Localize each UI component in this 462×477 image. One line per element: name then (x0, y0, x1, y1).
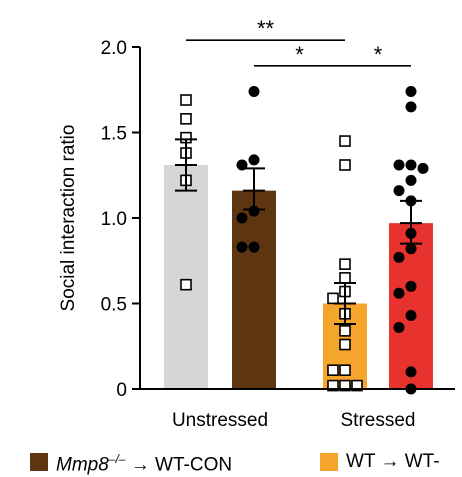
legend-swatch-wt (320, 453, 338, 471)
data-point (393, 251, 405, 263)
data-point (339, 338, 351, 351)
y-tick-label: 0 (116, 380, 127, 401)
legend-rest-mmp8: → WT-CON (125, 454, 233, 475)
data-point (236, 212, 248, 224)
data-point (393, 321, 405, 333)
data-point (393, 185, 405, 197)
y-axis-title: Social interaction ratio (58, 125, 79, 312)
data-point (180, 94, 192, 106)
bar (164, 164, 208, 389)
legend-gene-superscript: –/– (108, 451, 126, 466)
y-tick-label: 0.5 (101, 295, 127, 316)
legend-gene-name: Mmp8 (56, 454, 109, 475)
data-point (180, 278, 192, 291)
data-point (248, 85, 260, 97)
data-point (248, 154, 260, 166)
legend-item-mmp8: Mmp8–/– → WT-CON (30, 449, 232, 475)
data-point (248, 241, 260, 253)
significance-label: ** (257, 16, 275, 41)
data-point (339, 379, 351, 392)
data-point (339, 272, 351, 284)
legend-swatch-mmp8 (30, 453, 48, 471)
y-axis-ticks: 0 0.5 1.0 1.5 2.0 (101, 38, 140, 401)
legend-label-wt: WT → WT- (346, 451, 440, 472)
data-point (236, 241, 248, 253)
data-point (405, 85, 417, 97)
data-point (327, 379, 339, 392)
data-point (405, 280, 417, 292)
x-axis-group-labels: Unstressed Stressed (172, 410, 416, 431)
data-point (405, 174, 417, 186)
data-point (339, 135, 351, 147)
data-point (351, 379, 363, 392)
significance-brackets: *** * (186, 16, 411, 67)
legend: Mmp8–/– → WT-CON WT → WT- (30, 449, 462, 475)
data-point (405, 101, 417, 113)
legend-label-mmp8: Mmp8–/– → WT-CON (56, 449, 232, 475)
data-point (405, 366, 417, 378)
data-point (248, 205, 260, 217)
x-group-label: Stressed (341, 410, 416, 431)
data-point (327, 292, 339, 305)
y-tick-label: 2.0 (101, 38, 127, 59)
x-group-label: Unstressed (172, 410, 268, 431)
bar (232, 190, 276, 389)
error-bars (175, 138, 422, 326)
bars (164, 164, 433, 389)
chart: Social interaction ratio 0 0.5 1.0 1.5 2.0 *… (58, 16, 455, 431)
y-tick-label: 1.5 (101, 124, 127, 145)
data-point (339, 159, 351, 171)
y-tick-label: 1.0 (101, 209, 127, 230)
data-points (180, 85, 429, 395)
data-point (417, 162, 429, 174)
data-point (339, 258, 351, 270)
data-point (405, 243, 417, 255)
significance-label: * (374, 42, 383, 67)
data-point (180, 113, 192, 125)
data-point (339, 364, 351, 376)
data-point (393, 159, 405, 171)
data-point (327, 364, 339, 376)
data-point (339, 325, 351, 337)
legend-item-wt: WT → WT- (320, 449, 440, 475)
data-point (405, 309, 417, 321)
data-point (405, 159, 417, 171)
data-point (393, 287, 405, 299)
significance-label: * (295, 42, 304, 67)
